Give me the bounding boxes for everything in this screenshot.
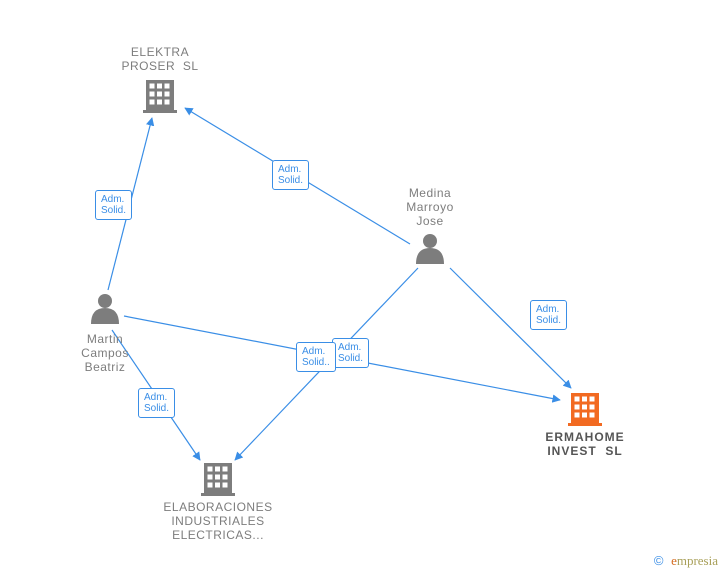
node-medina-icon[interactable]	[416, 234, 444, 264]
node-martin-icon[interactable]	[91, 294, 119, 324]
edge-label-martin-ermahome: Adm. Solid..	[296, 342, 336, 372]
node-elektra-label: ELEKTRA PROSER SL	[90, 45, 230, 73]
edge-label-martin-elaboraciones: Adm. Solid.	[138, 388, 175, 418]
edge-label-martin-elektra: Adm. Solid.	[95, 190, 132, 220]
diagram-canvas	[0, 0, 728, 575]
node-ermahome-label: ERMAHOME INVEST SL	[515, 430, 655, 458]
node-martin-label: Martin Campos Beatriz	[35, 332, 175, 374]
node-ermahome-icon[interactable]	[568, 393, 602, 426]
edge-label-medina-ermahome: Adm. Solid.	[530, 300, 567, 330]
edge-label-medina-elaboraciones: Adm. Solid.	[332, 338, 369, 368]
node-elaboraciones-label: ELABORACIONES INDUSTRIALES ELECTRICAS...	[148, 500, 288, 542]
node-medina-label: Medina Marroyo Jose	[360, 186, 500, 228]
copyright-symbol: ©	[654, 553, 664, 568]
node-elaboraciones-icon[interactable]	[201, 463, 235, 496]
node-elektra-icon[interactable]	[143, 80, 177, 113]
edge-label-medina-elektra: Adm. Solid.	[272, 160, 309, 190]
brand-name: empresia	[671, 553, 718, 568]
footer-attribution: © empresia	[654, 553, 718, 569]
